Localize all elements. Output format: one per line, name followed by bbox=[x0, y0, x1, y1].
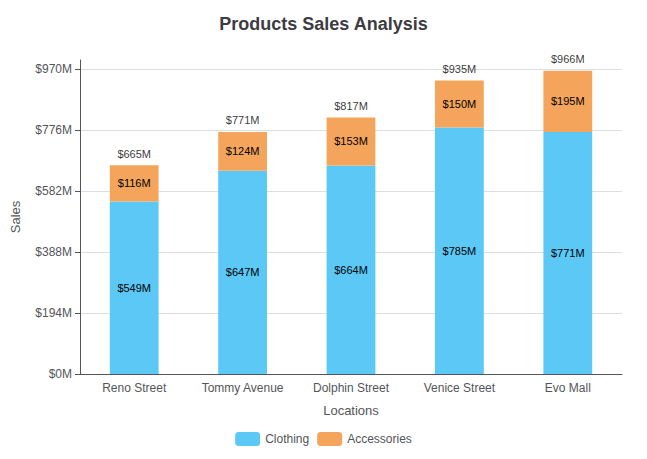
svg-text:$785M: $785M bbox=[443, 245, 477, 257]
svg-text:Tommy Avenue: Tommy Avenue bbox=[202, 381, 284, 395]
svg-text:Sales: Sales bbox=[8, 200, 23, 233]
svg-text:Clothing: Clothing bbox=[265, 432, 309, 446]
svg-text:$665M: $665M bbox=[117, 148, 151, 160]
svg-text:$153M: $153M bbox=[334, 135, 368, 147]
svg-text:$771M: $771M bbox=[551, 247, 585, 259]
svg-text:$0M: $0M bbox=[49, 367, 72, 381]
svg-text:$647M: $647M bbox=[226, 266, 260, 278]
svg-text:Products Sales Analysis: Products Sales Analysis bbox=[219, 14, 427, 34]
svg-text:Locations: Locations bbox=[323, 403, 379, 418]
svg-text:Dolphin Street: Dolphin Street bbox=[313, 381, 390, 395]
svg-text:$966M: $966M bbox=[551, 53, 585, 65]
svg-text:$194M: $194M bbox=[35, 306, 72, 320]
svg-text:Reno Street: Reno Street bbox=[102, 381, 167, 395]
svg-text:$582M: $582M bbox=[35, 184, 72, 198]
svg-text:Venice Street: Venice Street bbox=[424, 381, 496, 395]
svg-text:$970M: $970M bbox=[35, 62, 72, 76]
svg-text:$116M: $116M bbox=[118, 177, 151, 189]
svg-text:$195M: $195M bbox=[551, 95, 585, 107]
svg-text:$549M: $549M bbox=[117, 282, 151, 294]
svg-text:$935M: $935M bbox=[443, 63, 477, 75]
svg-text:$817M: $817M bbox=[334, 100, 368, 112]
svg-text:Accessories: Accessories bbox=[347, 432, 412, 446]
svg-text:$776M: $776M bbox=[35, 123, 72, 137]
svg-text:$150M: $150M bbox=[443, 98, 477, 110]
svg-text:Evo Mall: Evo Mall bbox=[545, 381, 591, 395]
svg-text:$771M: $771M bbox=[226, 114, 260, 126]
svg-text:$388M: $388M bbox=[35, 245, 72, 259]
svg-text:$124M: $124M bbox=[226, 145, 260, 157]
svg-text:$664M: $664M bbox=[334, 264, 368, 276]
